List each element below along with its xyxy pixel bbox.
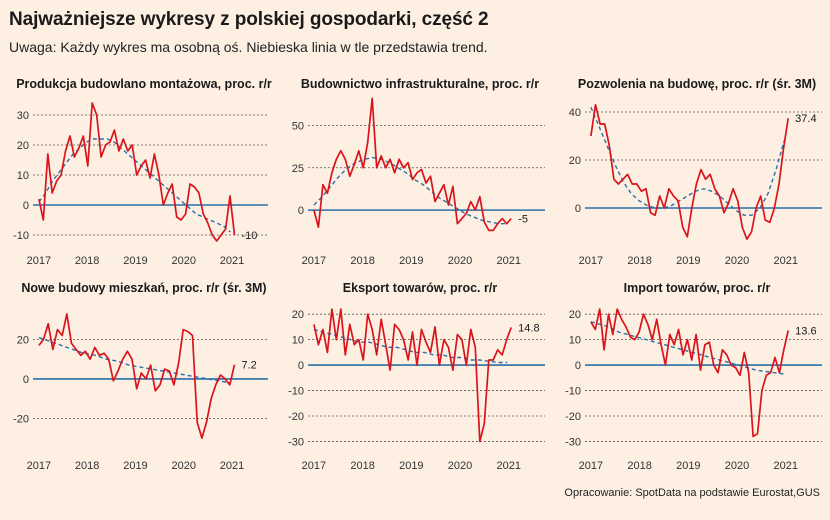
chart-title: Pozwolenia na budowę, proc. r/r (śr. 3M) xyxy=(578,77,816,91)
x-tick-label: 2017 xyxy=(302,255,326,267)
y-tick-label: 20 xyxy=(569,155,581,167)
y-tick-label: -20 xyxy=(288,411,304,423)
end-value-label: 7.2 xyxy=(241,360,256,372)
x-tick-label: 2020 xyxy=(172,460,196,472)
y-tick-label: -10 xyxy=(13,230,29,242)
series-line xyxy=(313,308,512,443)
chart-title: Import towarów, proc. r/r xyxy=(624,281,771,295)
trend-line xyxy=(590,321,785,375)
chart-title: Produkcja budowlano montażowa, proc. r/r xyxy=(16,77,272,91)
x-tick-label: 2019 xyxy=(123,255,147,267)
y-tick-label: 0 xyxy=(298,360,304,372)
x-tick-label: 2020 xyxy=(448,460,472,472)
trend-line xyxy=(313,328,508,364)
end-value-label: 37.4 xyxy=(795,113,816,125)
x-tick-label: 2018 xyxy=(75,255,99,267)
page-subtitle: Uwaga: Każdy wykres ma osobną oś. Niebie… xyxy=(9,39,488,55)
x-tick-label: 2021 xyxy=(496,255,520,267)
x-tick-label: 2019 xyxy=(399,460,423,472)
y-tick-label: 20 xyxy=(17,334,29,346)
y-tick-label: 40 xyxy=(569,107,581,119)
trend-line xyxy=(38,138,231,233)
x-tick-label: 2017 xyxy=(27,460,51,472)
chart-title: Nowe budowy mieszkań, proc. r/r (śr. 3M) xyxy=(21,281,266,295)
chart-panel-3: Pozwolenia na budowę, proc. r/r (śr. 3M)… xyxy=(569,77,822,267)
x-tick-label: 2018 xyxy=(627,460,651,472)
x-tick-label: 2021 xyxy=(220,255,244,267)
series-line xyxy=(38,102,236,242)
y-tick-label: -10 xyxy=(288,386,304,398)
chart-panel-1: Produkcja budowlano montażowa, proc. r/r… xyxy=(13,77,272,267)
chart-title: Eksport towarów, proc. r/r xyxy=(343,281,498,295)
trend-line xyxy=(313,156,508,225)
trend-line xyxy=(38,336,231,384)
y-tick-label: 10 xyxy=(17,170,29,182)
x-tick-label: 2020 xyxy=(725,460,749,472)
chart-panel-4: Nowe budowy mieszkań, proc. r/r (śr. 3M)… xyxy=(13,281,268,472)
y-tick-label: 0 xyxy=(575,203,581,215)
x-tick-label: 2017 xyxy=(302,460,326,472)
y-tick-label: 20 xyxy=(17,140,29,152)
x-tick-label: 2021 xyxy=(496,460,520,472)
x-tick-label: 2018 xyxy=(75,460,99,472)
chart-title: Budownictwo infrastrukturalne, proc. r/r xyxy=(301,77,539,91)
y-tick-label: -20 xyxy=(565,411,581,423)
y-tick-label: 0 xyxy=(23,200,29,212)
y-tick-label: -10 xyxy=(565,386,581,398)
series-line xyxy=(313,97,512,232)
x-tick-label: 2019 xyxy=(676,460,700,472)
y-tick-label: 50 xyxy=(292,120,304,132)
x-tick-label: 2017 xyxy=(579,460,603,472)
y-tick-label: -30 xyxy=(288,436,304,448)
y-tick-label: 0 xyxy=(23,374,29,386)
x-tick-label: 2021 xyxy=(773,255,797,267)
x-tick-label: 2020 xyxy=(448,255,472,267)
page-title: Najważniejsze wykresy z polskiej gospoda… xyxy=(9,9,489,30)
y-tick-label: 10 xyxy=(569,335,581,347)
x-tick-label: 2019 xyxy=(123,460,147,472)
series-line xyxy=(590,308,790,438)
x-tick-label: 2020 xyxy=(172,255,196,267)
chart-panel-6: Import towarów, proc. r/r-30-20-10010202… xyxy=(565,281,822,472)
y-tick-label: -20 xyxy=(13,413,29,425)
x-tick-label: 2020 xyxy=(725,255,749,267)
x-tick-label: 2019 xyxy=(676,255,700,267)
x-tick-label: 2017 xyxy=(27,255,51,267)
y-tick-label: 20 xyxy=(569,309,581,321)
x-tick-label: 2019 xyxy=(399,255,423,267)
x-tick-label: 2018 xyxy=(627,255,651,267)
y-tick-label: 30 xyxy=(17,110,29,122)
x-tick-label: 2018 xyxy=(350,255,374,267)
y-tick-label: 20 xyxy=(292,309,304,321)
end-value-label: -5 xyxy=(518,214,528,226)
series-line xyxy=(590,103,790,241)
source-note: Opracowanie: SpotData na podstawie Euros… xyxy=(564,487,820,499)
end-value-label: 13.6 xyxy=(795,325,816,337)
trend-line xyxy=(590,106,785,216)
x-tick-label: 2018 xyxy=(350,460,374,472)
x-tick-label: 2021 xyxy=(773,460,797,472)
x-tick-label: 2021 xyxy=(220,460,244,472)
y-tick-label: 25 xyxy=(292,163,304,175)
chart-panel-2: Budownictwo infrastrukturalne, proc. r/r… xyxy=(292,77,545,267)
y-tick-label: 0 xyxy=(575,360,581,372)
end-value-label: 14.8 xyxy=(518,322,539,334)
end-value-label: -10 xyxy=(241,230,257,242)
x-tick-label: 2017 xyxy=(579,255,603,267)
y-tick-label: 0 xyxy=(298,205,304,217)
series-line xyxy=(38,313,236,439)
y-tick-label: -30 xyxy=(565,436,581,448)
y-tick-label: 10 xyxy=(292,335,304,347)
chart-panel-5: Eksport towarów, proc. r/r -30 -20 -10 0 10 20… xyxy=(288,281,545,472)
